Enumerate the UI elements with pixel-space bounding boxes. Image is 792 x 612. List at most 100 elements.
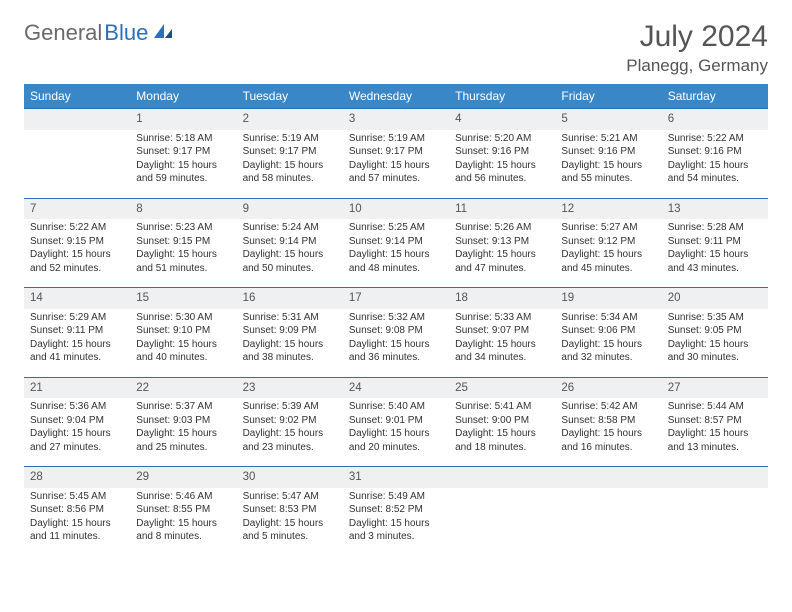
page-header: GeneralBlue July 2024 Planegg, Germany <box>24 20 768 76</box>
sunset-line: Sunset: 9:17 PM <box>243 145 337 159</box>
day-number-cell: 8 <box>130 198 236 219</box>
daylight-line: Daylight: 15 hours and 56 minutes. <box>455 159 549 186</box>
daylight-line: Daylight: 15 hours and 52 minutes. <box>30 248 124 275</box>
sunrise-line: Sunrise: 5:39 AM <box>243 400 337 414</box>
title-block: July 2024 Planegg, Germany <box>626 20 768 76</box>
weekday-header: Saturday <box>662 84 768 109</box>
sunrise-line: Sunrise: 5:37 AM <box>136 400 230 414</box>
day-content-cell: Sunrise: 5:20 AMSunset: 9:16 PMDaylight:… <box>449 130 555 199</box>
day-content-cell: Sunrise: 5:29 AMSunset: 9:11 PMDaylight:… <box>24 309 130 378</box>
sunset-line: Sunset: 9:16 PM <box>668 145 762 159</box>
sunrise-line: Sunrise: 5:32 AM <box>349 311 443 325</box>
day-number-cell: 24 <box>343 377 449 398</box>
day-number-cell: 3 <box>343 109 449 130</box>
sunset-line: Sunset: 9:09 PM <box>243 324 337 338</box>
sunset-line: Sunset: 9:15 PM <box>136 235 230 249</box>
sunset-line: Sunset: 8:52 PM <box>349 503 443 517</box>
daylight-line: Daylight: 15 hours and 3 minutes. <box>349 517 443 544</box>
day-number-cell <box>555 467 661 488</box>
logo-sail-icon <box>152 20 174 46</box>
daylight-line: Daylight: 15 hours and 32 minutes. <box>561 338 655 365</box>
daylight-line: Daylight: 15 hours and 54 minutes. <box>668 159 762 186</box>
day-number-cell: 19 <box>555 288 661 309</box>
day-number-cell: 11 <box>449 198 555 219</box>
day-number-row: 28293031 <box>24 467 768 488</box>
day-number-cell: 17 <box>343 288 449 309</box>
daylight-line: Daylight: 15 hours and 27 minutes. <box>30 427 124 454</box>
sunset-line: Sunset: 9:04 PM <box>30 414 124 428</box>
sunset-line: Sunset: 9:17 PM <box>136 145 230 159</box>
day-number-row: 21222324252627 <box>24 377 768 398</box>
daylight-line: Daylight: 15 hours and 30 minutes. <box>668 338 762 365</box>
sunrise-line: Sunrise: 5:21 AM <box>561 132 655 146</box>
day-number-cell: 6 <box>662 109 768 130</box>
day-content-cell: Sunrise: 5:42 AMSunset: 8:58 PMDaylight:… <box>555 398 661 467</box>
day-content-cell: Sunrise: 5:23 AMSunset: 9:15 PMDaylight:… <box>130 219 236 288</box>
daylight-line: Daylight: 15 hours and 47 minutes. <box>455 248 549 275</box>
sunrise-line: Sunrise: 5:42 AM <box>561 400 655 414</box>
sunrise-line: Sunrise: 5:34 AM <box>561 311 655 325</box>
day-content-row: Sunrise: 5:36 AMSunset: 9:04 PMDaylight:… <box>24 398 768 467</box>
day-number-cell: 7 <box>24 198 130 219</box>
day-number-row: 14151617181920 <box>24 288 768 309</box>
sunrise-line: Sunrise: 5:49 AM <box>349 490 443 504</box>
daylight-line: Daylight: 15 hours and 36 minutes. <box>349 338 443 365</box>
day-content-cell: Sunrise: 5:33 AMSunset: 9:07 PMDaylight:… <box>449 309 555 378</box>
sunrise-line: Sunrise: 5:27 AM <box>561 221 655 235</box>
daylight-line: Daylight: 15 hours and 59 minutes. <box>136 159 230 186</box>
sunset-line: Sunset: 9:13 PM <box>455 235 549 249</box>
daylight-line: Daylight: 15 hours and 51 minutes. <box>136 248 230 275</box>
sunset-line: Sunset: 9:02 PM <box>243 414 337 428</box>
day-number-cell: 14 <box>24 288 130 309</box>
calendar-table: SundayMondayTuesdayWednesdayThursdayFrid… <box>24 84 768 556</box>
day-number-cell: 30 <box>237 467 343 488</box>
daylight-line: Daylight: 15 hours and 8 minutes. <box>136 517 230 544</box>
weekday-header: Tuesday <box>237 84 343 109</box>
day-content-cell: Sunrise: 5:25 AMSunset: 9:14 PMDaylight:… <box>343 219 449 288</box>
sunrise-line: Sunrise: 5:46 AM <box>136 490 230 504</box>
day-number-cell: 26 <box>555 377 661 398</box>
day-content-cell: Sunrise: 5:31 AMSunset: 9:09 PMDaylight:… <box>237 309 343 378</box>
day-number-cell: 5 <box>555 109 661 130</box>
daylight-line: Daylight: 15 hours and 43 minutes. <box>668 248 762 275</box>
sunset-line: Sunset: 9:00 PM <box>455 414 549 428</box>
day-content-cell: Sunrise: 5:49 AMSunset: 8:52 PMDaylight:… <box>343 488 449 556</box>
sunset-line: Sunset: 9:16 PM <box>455 145 549 159</box>
day-content-row: Sunrise: 5:22 AMSunset: 9:15 PMDaylight:… <box>24 219 768 288</box>
day-number-cell: 29 <box>130 467 236 488</box>
day-number-cell: 31 <box>343 467 449 488</box>
daylight-line: Daylight: 15 hours and 20 minutes. <box>349 427 443 454</box>
day-content-cell: Sunrise: 5:18 AMSunset: 9:17 PMDaylight:… <box>130 130 236 199</box>
day-number-cell <box>449 467 555 488</box>
daylight-line: Daylight: 15 hours and 57 minutes. <box>349 159 443 186</box>
sunset-line: Sunset: 8:57 PM <box>668 414 762 428</box>
daylight-line: Daylight: 15 hours and 41 minutes. <box>30 338 124 365</box>
sunset-line: Sunset: 9:16 PM <box>561 145 655 159</box>
day-number-cell: 21 <box>24 377 130 398</box>
day-number-cell: 10 <box>343 198 449 219</box>
logo-text-blue: Blue <box>104 20 148 46</box>
sunset-line: Sunset: 9:05 PM <box>668 324 762 338</box>
day-content-cell: Sunrise: 5:28 AMSunset: 9:11 PMDaylight:… <box>662 219 768 288</box>
sunrise-line: Sunrise: 5:33 AM <box>455 311 549 325</box>
day-content-row: Sunrise: 5:45 AMSunset: 8:56 PMDaylight:… <box>24 488 768 556</box>
day-content-cell: Sunrise: 5:35 AMSunset: 9:05 PMDaylight:… <box>662 309 768 378</box>
location-label: Planegg, Germany <box>626 56 768 76</box>
day-content-cell: Sunrise: 5:21 AMSunset: 9:16 PMDaylight:… <box>555 130 661 199</box>
day-content-cell: Sunrise: 5:40 AMSunset: 9:01 PMDaylight:… <box>343 398 449 467</box>
daylight-line: Daylight: 15 hours and 45 minutes. <box>561 248 655 275</box>
sunset-line: Sunset: 9:11 PM <box>30 324 124 338</box>
day-number-row: 78910111213 <box>24 198 768 219</box>
day-content-cell <box>449 488 555 556</box>
day-number-cell: 12 <box>555 198 661 219</box>
day-content-cell: Sunrise: 5:30 AMSunset: 9:10 PMDaylight:… <box>130 309 236 378</box>
sunrise-line: Sunrise: 5:18 AM <box>136 132 230 146</box>
day-content-cell: Sunrise: 5:47 AMSunset: 8:53 PMDaylight:… <box>237 488 343 556</box>
day-number-cell: 13 <box>662 198 768 219</box>
day-number-cell: 1 <box>130 109 236 130</box>
sunset-line: Sunset: 8:56 PM <box>30 503 124 517</box>
weekday-header: Monday <box>130 84 236 109</box>
sunrise-line: Sunrise: 5:30 AM <box>136 311 230 325</box>
day-content-row: Sunrise: 5:18 AMSunset: 9:17 PMDaylight:… <box>24 130 768 199</box>
sunrise-line: Sunrise: 5:31 AM <box>243 311 337 325</box>
